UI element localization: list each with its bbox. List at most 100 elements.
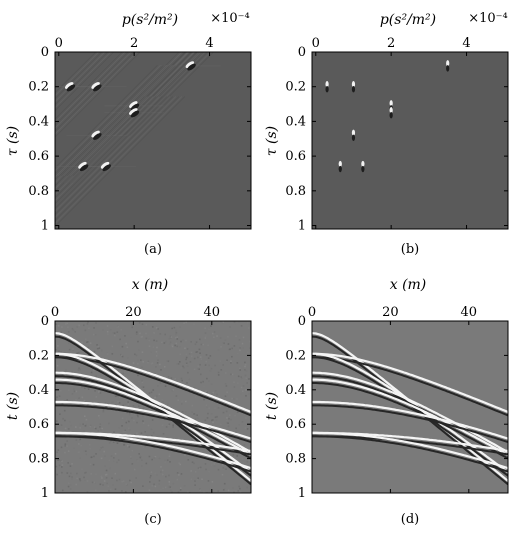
panel-d-x-tick-label: 40 (461, 305, 478, 320)
panel-c-noise-speck (173, 434, 176, 437)
panel-b-y-ticks: 0 0.2 0.4 0.6 0.8 1 (285, 45, 508, 234)
panel-c-noise-speck (166, 459, 169, 462)
panel-b-y-tick-label: 0.6 (285, 149, 306, 164)
panel-c-noise-speck (176, 472, 179, 474)
panel-c-noise-speck (67, 326, 69, 329)
panel-c-noise-speck (113, 332, 116, 334)
panel-c-noise-speck (89, 424, 92, 427)
panel-c-noise-speck (205, 404, 208, 406)
panel-c-noise-speck (205, 354, 208, 356)
panel-c-noise-speck (236, 398, 238, 400)
panel-c-noise-speck (116, 331, 119, 333)
panel-c-noise-speck (203, 491, 205, 493)
panel-c-noise-speck (87, 388, 90, 391)
panel-c-noise-speck (148, 470, 151, 473)
panel-c-noise-speck (176, 345, 179, 348)
panel-c-noise-speck (147, 383, 149, 386)
panel-c-noise-speck (244, 365, 246, 368)
panel-c-noise-speck (137, 415, 139, 418)
panel-c-noise-speck (195, 443, 198, 446)
panel-c-noise-speck (150, 428, 153, 431)
panel-c-noise-speck (122, 404, 125, 407)
panel-c-noise-speck (243, 471, 245, 473)
panel-d-x-label: x (m) (390, 277, 427, 293)
panel-d-y-tick-label: 0.2 (285, 348, 306, 363)
panel-c-noise-speck (121, 480, 124, 483)
panel-c-noise-speck (240, 376, 243, 378)
panel-c-noise-speck (220, 369, 223, 371)
panel-c-noise-speck (119, 347, 122, 350)
panel-c-noise-speck (127, 372, 130, 374)
panel-c-noise-speck (193, 357, 196, 360)
panel-c-noise-speck (145, 337, 148, 340)
panel-a-event-black (130, 110, 140, 118)
panel-c-noise-speck (79, 427, 81, 429)
panel-c-noise-speck (241, 458, 244, 460)
panel-c-noise-speck (97, 346, 100, 348)
panel-c-noise-speck (90, 381, 93, 384)
panel-c-noise-speck (222, 467, 225, 469)
panel-c-border (54, 320, 252, 494)
panel-c-noise-speck (174, 329, 177, 332)
panel-c-noise-speck (61, 326, 63, 328)
panel-c-noise-speck (68, 367, 70, 370)
panel-c-noise-speck (198, 395, 201, 398)
panel-c-noise-speck (91, 481, 94, 484)
panel-c-noise-speck (81, 468, 83, 470)
panel-c-noise-speck (124, 430, 126, 433)
panel-c-noise-speck (106, 330, 109, 333)
panel-c-noise-speck (99, 423, 102, 426)
panel-c-noise-speck (71, 477, 73, 480)
panel-c-noise-speck (142, 485, 144, 487)
panel-c-noise-speck (63, 474, 66, 476)
panel-c-noise-speck (74, 330, 77, 333)
panel-c-noise-speck (98, 417, 101, 419)
panel-c-noise-speck (71, 476, 73, 478)
panel-d-x-tick-label: 0 (308, 305, 316, 320)
panel-c-noise-speck (223, 342, 225, 345)
panel-d-y-label: t (s) (264, 392, 280, 420)
panel-c-noise-speck (177, 363, 180, 365)
panel-c-noise-speck (197, 356, 199, 359)
panel-c-noise-speck (179, 353, 182, 355)
panel-c-noise-speck (175, 342, 178, 345)
panel-c-y-tick-label: 1 (41, 486, 49, 501)
panel-c-noise-speck (234, 414, 236, 417)
panel-c-noise-speck (224, 339, 227, 342)
panel-a-frame (54, 51, 252, 230)
panel-c-noise-speck (210, 413, 213, 415)
panel-c-noise-speck (109, 467, 111, 470)
panel-c-noise-speck (84, 329, 87, 332)
panel-c-noise-speck (184, 400, 187, 403)
panel-c-noise-speck (206, 377, 208, 380)
panel-c-noise-speck (102, 409, 105, 411)
panel-c-noise-speck (85, 341, 88, 343)
panel-c-noise-speck (204, 327, 206, 330)
panel-c-noise-speck (227, 425, 230, 428)
panel-c-noise-speck (187, 458, 190, 461)
panel-c-noise-speck (66, 355, 68, 358)
panel-c-noise-speck (63, 361, 66, 363)
panel-c-noise-speck (141, 351, 144, 353)
panel-c-noise-speck (62, 411, 64, 414)
panel-c-noise-speck (154, 396, 156, 399)
panel-c-noise-speck (195, 351, 198, 354)
panel-c-noise-speck (232, 454, 235, 456)
panel-b-x-tick-label: 4 (462, 36, 470, 51)
panel-c-noise-speck (217, 490, 220, 492)
panel-c-noise-speck (248, 393, 250, 395)
panel-c-noise-speck (94, 482, 97, 484)
panel-c-noise-speck (168, 423, 171, 426)
panel-c-noise-speck (230, 373, 232, 376)
panel-c-noise-speck (185, 363, 188, 366)
panel-c-noise-speck (108, 422, 110, 425)
panel-c-noise-speck (124, 491, 127, 493)
panel-c-noise-speck (159, 363, 161, 366)
panel-c-noise-speck (220, 346, 222, 348)
panel-c-noise-speck (64, 427, 67, 430)
panel-c-noise-speck (114, 488, 117, 491)
panel-c-noise-speck (66, 399, 69, 401)
panel-c-noise-speck (183, 450, 185, 453)
panel-c-x-tick-label: 40 (204, 305, 221, 320)
panel-a-y-tick-label: 0.2 (28, 80, 49, 95)
